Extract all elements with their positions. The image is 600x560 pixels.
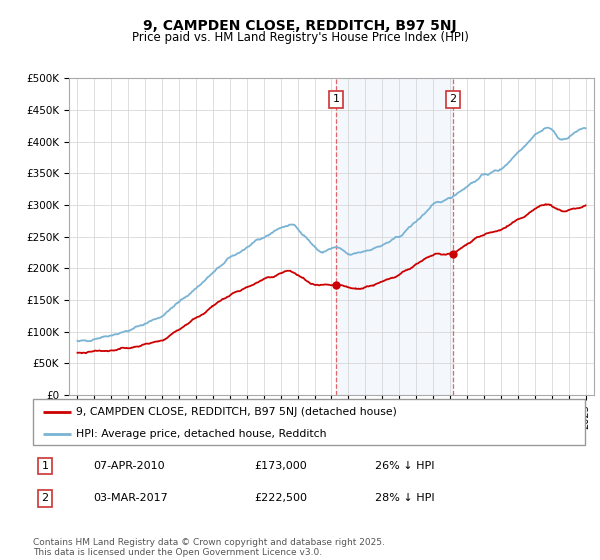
- Text: 03-MAR-2017: 03-MAR-2017: [94, 493, 169, 503]
- FancyBboxPatch shape: [33, 399, 585, 445]
- Text: £222,500: £222,500: [254, 493, 307, 503]
- Text: 26% ↓ HPI: 26% ↓ HPI: [375, 461, 435, 471]
- Text: Contains HM Land Registry data © Crown copyright and database right 2025.
This d: Contains HM Land Registry data © Crown c…: [33, 538, 385, 557]
- Text: 1: 1: [41, 461, 49, 471]
- Text: 1: 1: [332, 94, 340, 104]
- Text: 9, CAMPDEN CLOSE, REDDITCH, B97 5NJ (detached house): 9, CAMPDEN CLOSE, REDDITCH, B97 5NJ (det…: [76, 407, 397, 417]
- Text: 2: 2: [449, 94, 457, 104]
- Text: HPI: Average price, detached house, Redditch: HPI: Average price, detached house, Redd…: [76, 429, 326, 438]
- Text: £173,000: £173,000: [254, 461, 307, 471]
- Text: Price paid vs. HM Land Registry's House Price Index (HPI): Price paid vs. HM Land Registry's House …: [131, 31, 469, 44]
- Text: 07-APR-2010: 07-APR-2010: [94, 461, 166, 471]
- Bar: [336, 78, 453, 395]
- Text: 9, CAMPDEN CLOSE, REDDITCH, B97 5NJ: 9, CAMPDEN CLOSE, REDDITCH, B97 5NJ: [143, 19, 457, 33]
- Text: 28% ↓ HPI: 28% ↓ HPI: [375, 493, 435, 503]
- Text: 2: 2: [41, 493, 49, 503]
